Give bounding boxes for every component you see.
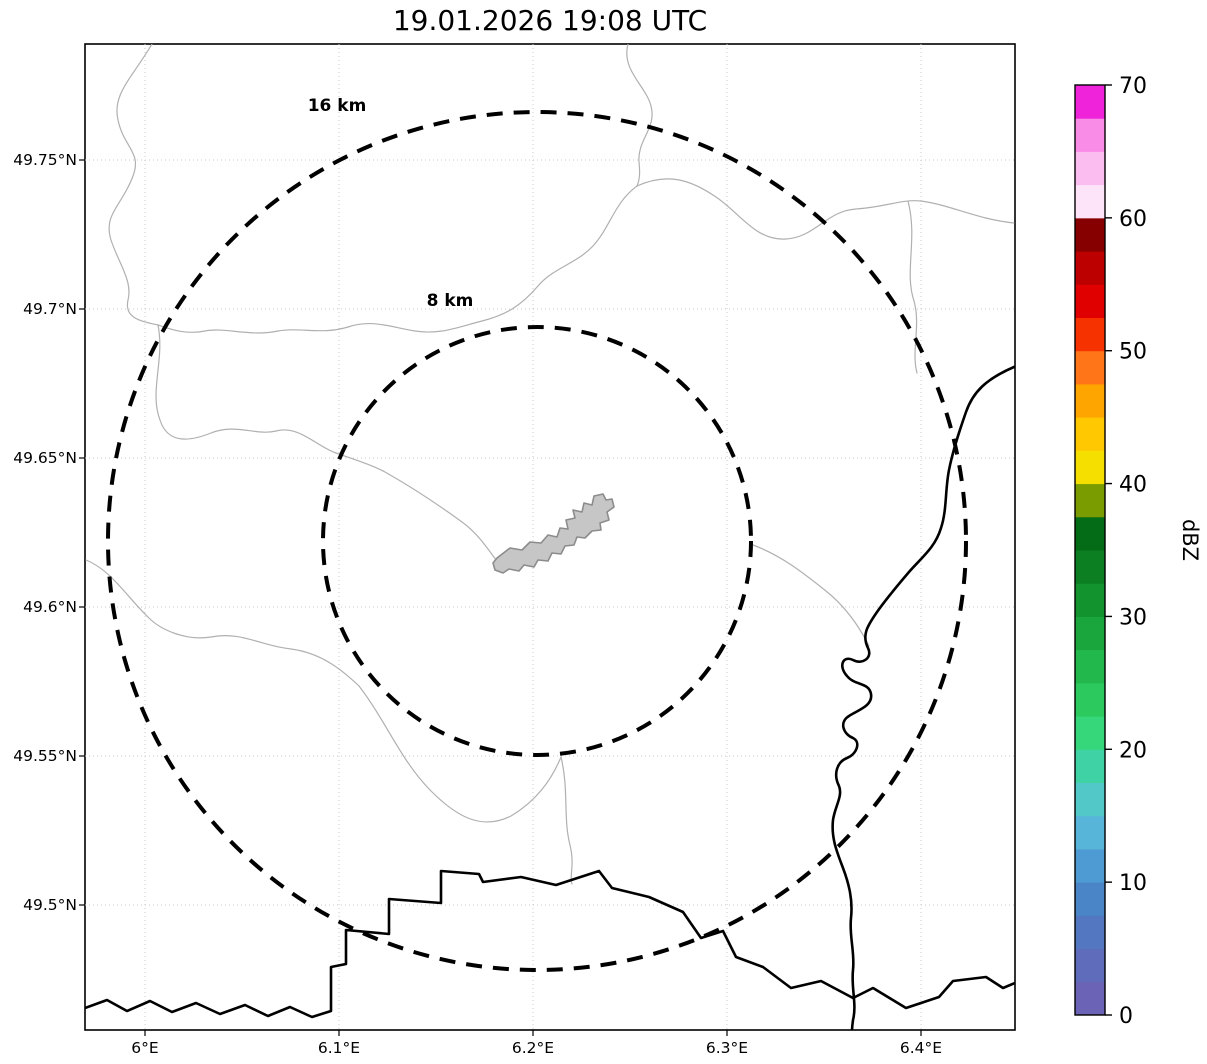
colorbar-tick-label: 0 [1119,1004,1133,1029]
colorbar-segment [1075,682,1105,717]
x-tick-label: 6.1°E [318,1039,360,1057]
colorbar-segment [1075,251,1105,285]
colorbar-segment [1075,616,1105,651]
border-river-east [831,365,1015,1030]
colorbar-tick-label: 30 [1119,605,1147,630]
colorbar-segment [1075,516,1105,551]
x-tick-label: 6.3°E [706,1039,748,1057]
colorbar-segment [1075,716,1105,750]
x-axis-labels: 6°E 6.1°E 6.2°E 6.3°E 6.4°E [131,1039,942,1057]
graticule-grid [85,44,1015,1030]
colorbar-segment [1075,317,1105,352]
x-tick-label: 6.2°E [512,1039,554,1057]
y-tick-label: 49.6°N [23,598,77,616]
colorbar-segment [1075,483,1105,518]
y-tick-label: 49.75°N [13,151,77,169]
colorbar-segment [1075,85,1105,119]
y-tick-label: 49.65°N [13,449,77,467]
plot-title: 19.01.2026 19:08 UTC [393,4,707,37]
colorbar-segment [1075,417,1105,451]
colorbar-segment [1075,184,1105,219]
range-ring-8km-label: 8 km [427,291,474,311]
colorbar-segment [1075,882,1105,916]
colorbar-tick-label: 70 [1119,74,1147,99]
colorbar-segment [1075,284,1105,318]
colorbar-segment [1075,118,1105,152]
range-ring-16km [106,110,968,972]
colorbar-segment [1075,782,1105,817]
y-tick-label: 49.5°N [23,896,77,914]
range-ring-8km [321,325,753,757]
colorbar-frame [1074,84,1106,1016]
city-boundary-polygon [492,493,615,574]
colorbar-tick-label: 10 [1119,871,1147,896]
colorbar-segment [1075,450,1105,485]
y-tick-label: 49.7°N [23,300,77,318]
colorbar-segment [1075,583,1105,617]
colorbar-segment [1075,815,1105,850]
axis-tick-marks [79,159,922,1036]
colorbar-tick-label: 50 [1119,340,1147,365]
x-tick-label: 6°E [131,1039,158,1057]
colorbar-segment [1075,151,1105,186]
colorbar-segment [1075,649,1105,684]
colorbar-ticks: 0 10 20 30 40 50 60 70 [1105,74,1147,1029]
x-tick-label: 6.4°E [900,1039,942,1057]
colorbar-segment [1075,550,1105,584]
colorbar-segment [1075,915,1105,950]
colorbar-segments [1075,85,1105,1016]
colorbar-segment [1075,749,1105,783]
y-axis-labels: 49.75°N 49.7°N 49.65°N 49.6°N 49.55°N 49… [13,151,77,914]
colorbar: 0 10 20 30 40 50 60 70 dBZ [1074,74,1202,1029]
colorbar-tick-label: 40 [1119,473,1147,498]
colorbar-segment [1075,217,1105,252]
border-south [85,869,1015,1019]
colorbar-segment [1075,948,1105,983]
map-content: 16 km 8 km [85,44,1015,1030]
colorbar-segment [1075,350,1105,385]
admin-boundary-lines [85,44,1015,885]
colorbar-unit-label: dBZ [1178,519,1202,561]
colorbar-segment [1075,981,1105,1016]
y-tick-label: 49.55°N [13,747,77,765]
colorbar-segment [1075,848,1105,883]
country-border-lines [85,365,1015,1030]
colorbar-tick-label: 20 [1119,738,1147,763]
range-ring-16km-label: 16 km [308,96,367,116]
colorbar-segment [1075,383,1105,418]
colorbar-tick-label: 60 [1119,207,1147,232]
